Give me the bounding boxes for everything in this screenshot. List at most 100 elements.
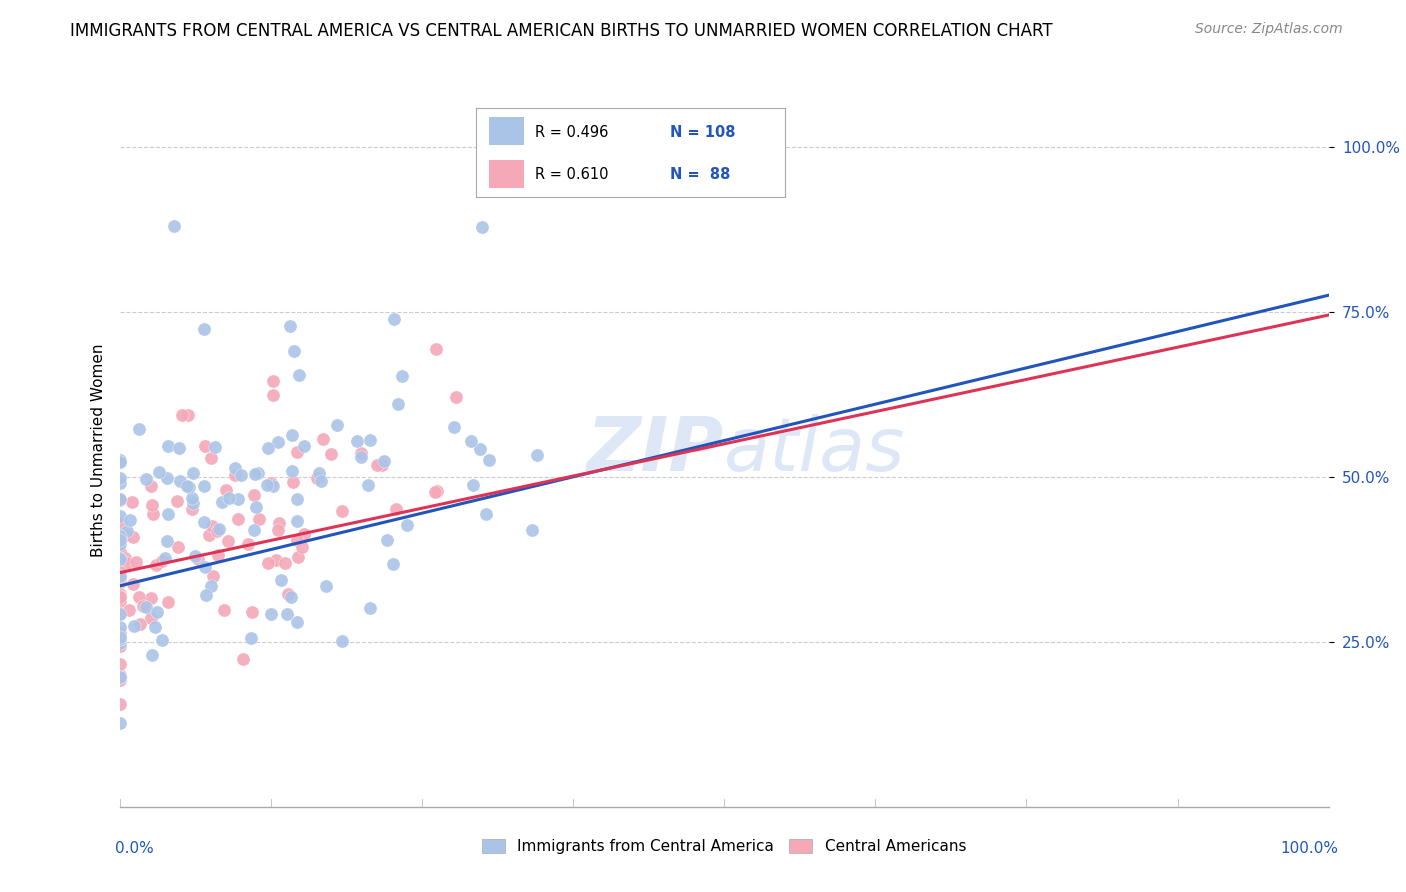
Point — [257, 556, 280, 570]
Point — [262, 387, 284, 401]
Point — [141, 591, 163, 606]
Point — [262, 374, 284, 388]
Point — [108, 516, 131, 531]
Point — [108, 529, 131, 543]
Point — [129, 617, 152, 632]
Point — [108, 632, 131, 646]
Point — [187, 552, 209, 566]
Point — [193, 516, 215, 530]
Point — [218, 491, 240, 505]
Point — [443, 420, 465, 434]
Point — [204, 440, 226, 454]
Point — [387, 397, 409, 411]
Point — [202, 569, 225, 583]
Point — [169, 475, 191, 489]
Point — [226, 511, 249, 525]
Point — [205, 524, 228, 539]
Point — [108, 607, 131, 621]
Point — [267, 516, 290, 531]
Point — [247, 512, 270, 526]
Point — [108, 491, 131, 506]
Point — [108, 631, 131, 645]
Point — [257, 441, 280, 455]
Point — [180, 491, 202, 505]
Point — [267, 434, 290, 449]
Point — [281, 463, 304, 477]
Point — [166, 494, 188, 508]
Point — [193, 479, 215, 493]
Point — [176, 479, 198, 493]
Point — [309, 474, 332, 488]
Point — [260, 607, 283, 621]
Point — [325, 418, 347, 433]
Point — [311, 432, 333, 446]
Point — [108, 607, 131, 621]
Point — [315, 578, 337, 592]
Point — [359, 433, 381, 447]
Point — [471, 220, 494, 235]
Point — [245, 500, 267, 515]
Point — [139, 610, 162, 624]
Point — [167, 441, 190, 455]
Point — [285, 491, 308, 506]
Point — [242, 606, 264, 620]
Point — [115, 527, 138, 541]
Point — [193, 322, 215, 336]
Point — [122, 530, 145, 544]
Point — [319, 447, 342, 461]
Point — [108, 715, 131, 730]
Point — [128, 422, 150, 436]
Point — [281, 428, 304, 442]
Point — [285, 615, 308, 629]
Point — [135, 599, 157, 614]
Point — [526, 448, 548, 462]
Legend: Immigrants from Central America, Central Americans: Immigrants from Central America, Central… — [477, 832, 972, 860]
Point — [262, 479, 284, 493]
Point — [468, 442, 491, 456]
Point — [198, 527, 221, 541]
Point — [108, 632, 131, 646]
Point — [108, 545, 131, 559]
Text: 100.0%: 100.0% — [1281, 841, 1339, 856]
Point — [274, 556, 297, 570]
Point — [224, 461, 246, 475]
Point — [194, 439, 217, 453]
Point — [259, 475, 281, 490]
Y-axis label: Births to Unmarried Women: Births to Unmarried Women — [90, 343, 105, 558]
Point — [108, 492, 131, 507]
Point — [425, 342, 447, 356]
Point — [108, 589, 131, 603]
Text: ZIP: ZIP — [586, 414, 724, 487]
Point — [291, 540, 314, 554]
Point — [108, 475, 131, 490]
Point — [108, 620, 131, 634]
Point — [278, 319, 301, 334]
Text: IMMIGRANTS FROM CENTRAL AMERICA VS CENTRAL AMERICAN BIRTHS TO UNMARRIED WOMEN CO: IMMIGRANTS FROM CENTRAL AMERICA VS CENTR… — [70, 22, 1053, 40]
Point — [156, 470, 179, 484]
Point — [270, 573, 292, 587]
Point — [141, 648, 163, 662]
Point — [156, 533, 179, 548]
Point — [150, 632, 173, 647]
Point — [108, 626, 131, 640]
Point — [108, 550, 131, 565]
Point — [108, 639, 131, 653]
Point — [108, 565, 131, 579]
Point — [142, 507, 165, 521]
Point — [183, 466, 205, 480]
Point — [366, 458, 388, 472]
Point — [373, 453, 395, 467]
Point — [382, 312, 405, 326]
Point — [461, 477, 484, 491]
Point — [231, 467, 253, 482]
Point — [176, 408, 198, 422]
Point — [285, 514, 308, 528]
Point — [125, 555, 148, 569]
Point — [287, 550, 309, 565]
Text: atlas: atlas — [724, 415, 905, 486]
Point — [122, 576, 145, 591]
Point — [211, 494, 233, 508]
Point — [157, 507, 180, 521]
Point — [478, 452, 501, 467]
Point — [281, 475, 304, 490]
